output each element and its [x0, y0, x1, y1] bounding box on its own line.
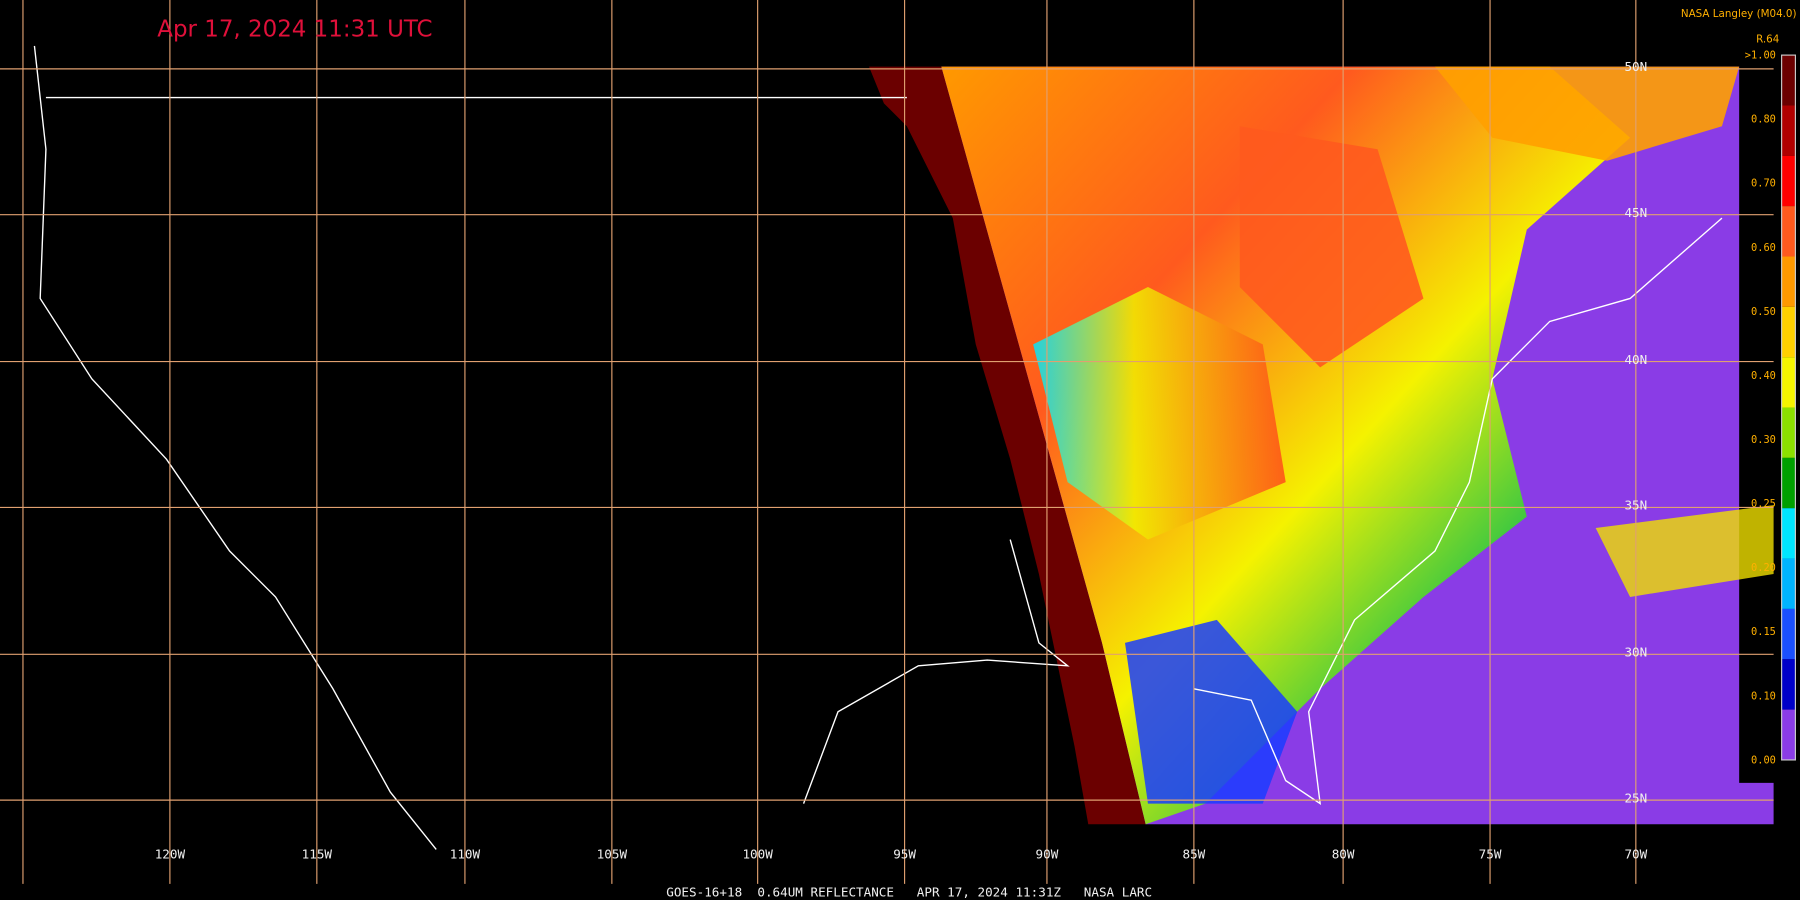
lat-label: 45N [1624, 205, 1647, 220]
colorbar-swatch [1781, 256, 1796, 307]
boundaries [33, 45, 1723, 850]
colorbar-swatch [1781, 659, 1796, 710]
cloud-cell [1239, 126, 1424, 368]
colorbar-label: 0.50 [1751, 306, 1776, 318]
cloud-cell [1595, 505, 1774, 597]
footer: GOES-16+18 0.64UM REFLECTANCE APR 17, 20… [666, 885, 1152, 900]
colorbar-label: >1.00 [1745, 50, 1776, 62]
colorbar-swatch [1781, 105, 1796, 156]
coastline [33, 45, 437, 850]
cloud-cell [1033, 286, 1286, 540]
colorbar-label: 0.60 [1751, 242, 1776, 254]
colorbar-swatch [1781, 206, 1796, 257]
cloud-band [941, 66, 1631, 825]
colorbar-label: 0.00 [1751, 754, 1776, 766]
lon-label: 115W [302, 847, 333, 862]
lon-label: 85W [1182, 847, 1205, 862]
lon-label: 105W [597, 847, 628, 862]
lat-label: 25N [1624, 790, 1647, 805]
colorbar-label: 0.10 [1751, 690, 1776, 702]
lon-label: 100W [742, 847, 773, 862]
colorbar-swatch [1781, 608, 1796, 660]
lon-label: 75W [1479, 847, 1502, 862]
colorbar-label: 0.15 [1751, 626, 1776, 638]
colorbar-swatch [1781, 457, 1796, 509]
colorbar-frame [1781, 54, 1796, 761]
colorbar-label: 0.80 [1751, 114, 1776, 126]
colorbar-label: 0.40 [1751, 370, 1776, 382]
lon-label: 95W [893, 847, 916, 862]
colorbar-swatch [1781, 709, 1796, 760]
lon-label: 90W [1036, 847, 1059, 862]
colorbar-label: 0.30 [1751, 434, 1776, 446]
cloud-cell [1125, 619, 1298, 804]
colorbar: >1.00 0.80 0.70 0.60 0.50 0.40 0.30 0.25 0.20 0.1… [1745, 50, 1796, 766]
lat-label: 40N [1624, 352, 1647, 367]
colorbar-swatch [1781, 306, 1796, 358]
source-label: NASA Langley (M04.0) [1681, 8, 1797, 20]
colorbar-label: 0.25 [1751, 498, 1776, 510]
lat-label: 30N [1624, 645, 1647, 660]
lon-label: 110W [450, 847, 481, 862]
lat-label: 50N [1624, 59, 1647, 74]
colorbar-swatch [1781, 357, 1796, 408]
colorbar-swatch [1781, 55, 1796, 106]
coastline [802, 539, 1070, 804]
timestamp-title: Apr 17, 2024 11:31 UTC [157, 17, 432, 43]
no-data-strip [869, 66, 1146, 825]
lon-label: 70W [1624, 847, 1647, 862]
colorbar-label: 0.20 [1751, 562, 1776, 574]
colorbar-label: 0.70 [1751, 178, 1776, 190]
colorbar-swatch [1781, 508, 1796, 559]
imagery [869, 66, 1774, 825]
colorbar-swatch [1781, 558, 1796, 609]
lat-label: 35N [1624, 498, 1647, 513]
colorbar-swatch [1781, 155, 1796, 207]
lon-label: 80W [1332, 847, 1355, 862]
lon-label: 120W [155, 847, 186, 862]
coastline [1193, 217, 1723, 805]
labels: 120W 115W 110W 105W 100W 95W 90W 85W 80W 75W 70W 50… [155, 59, 1648, 862]
graticule [0, 0, 1774, 884]
band-label: R.64 [1756, 33, 1779, 45]
cloud-cell [1434, 66, 1740, 161]
colorbar-swatch [1781, 407, 1796, 458]
